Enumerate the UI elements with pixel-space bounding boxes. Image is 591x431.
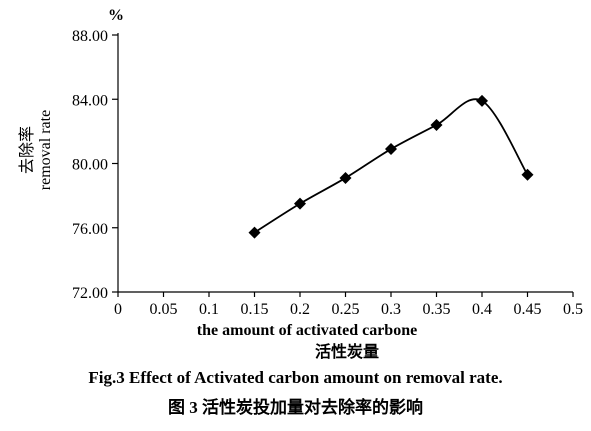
y-axis-label-cn: 去除率 xyxy=(18,126,36,174)
data-point-diamond xyxy=(385,143,397,156)
y-tick-label: 76.00 xyxy=(72,221,108,238)
x-tick-label: 0.15 xyxy=(241,301,269,318)
axes xyxy=(117,33,573,293)
data-point-diamond xyxy=(294,197,306,210)
y-unit-label: % xyxy=(108,7,124,24)
x-tick-label: 0.5 xyxy=(563,301,583,318)
figure-caption-english: Fig.3 Effect of Activated carbon amount … xyxy=(88,368,503,387)
series-markers xyxy=(248,94,534,239)
x-tick-label: 0.05 xyxy=(150,301,178,318)
x-tick-label: 0.25 xyxy=(332,301,360,318)
y-axis-label: removal rate xyxy=(37,110,54,190)
data-point-diamond xyxy=(248,226,261,239)
line-chart: 72.00 76.00 80.00 84.00 88.00 0 0.05 0.1 0.15 0.… xyxy=(18,7,583,361)
data-point-diamond xyxy=(521,168,534,181)
x-axis-label: the amount of activated carbone xyxy=(197,322,417,339)
data-point-diamond xyxy=(339,171,352,184)
x-axis-label-cn: 活性炭量 xyxy=(315,342,379,361)
x-tick-label: 0.45 xyxy=(514,301,542,318)
x-tick-label: 0 xyxy=(114,301,122,318)
y-tick-label: 88.00 xyxy=(72,28,108,45)
x-tick-label: 0.35 xyxy=(423,301,451,318)
x-tick-label: 0.4 xyxy=(472,301,492,318)
y-tick-label: 80.00 xyxy=(72,157,108,174)
x-tick-label: 0.1 xyxy=(199,301,219,318)
y-tick-label: 72.00 xyxy=(72,285,108,302)
series-line xyxy=(254,98,529,234)
figure-caption-chinese: 图 3 活性炭投加量对去除率的影响 xyxy=(168,398,423,417)
data-point-diamond xyxy=(476,94,488,107)
x-tick-label: 0.3 xyxy=(381,301,401,318)
y-tick-label: 84.00 xyxy=(72,92,108,109)
x-axis-ticks: 0 0.05 0.1 0.15 0.2 0.25 0.3 0.35 0.4 0.45 0.5 xyxy=(114,292,583,318)
x-tick-label: 0.2 xyxy=(290,301,310,318)
data-point-diamond xyxy=(430,118,443,131)
y-axis-ticks: 72.00 76.00 80.00 84.00 88.00 xyxy=(72,28,118,302)
